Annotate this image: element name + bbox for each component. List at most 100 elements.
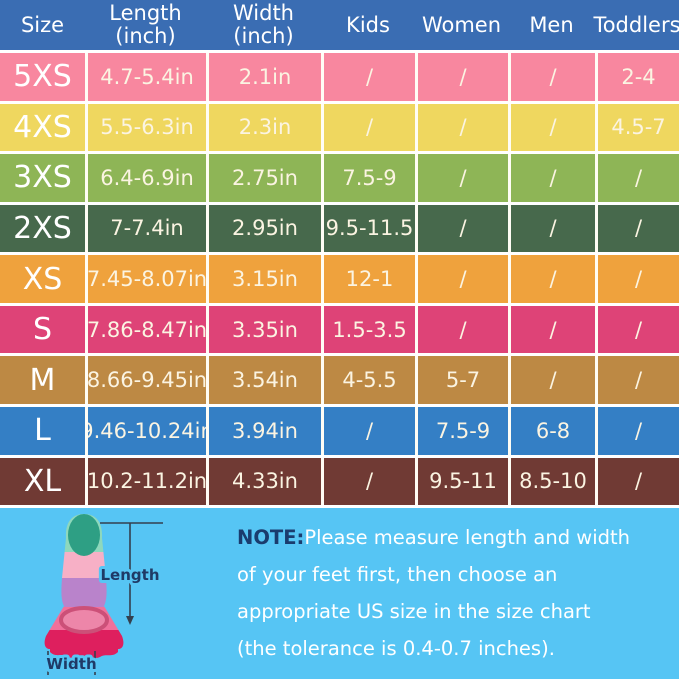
cell-3xs-women: / xyxy=(415,154,508,202)
length-arrow xyxy=(100,522,163,625)
cell-2xs-toddlers: / xyxy=(595,204,679,253)
fin-toe-pocket xyxy=(68,514,100,556)
cell-m-men: / xyxy=(508,356,595,404)
cell-xs-men: / xyxy=(508,255,595,303)
column-header-women: Women xyxy=(415,0,508,50)
cell-4xs-length: 5.5-6.3in xyxy=(85,103,206,152)
cell-xl-toddlers: / xyxy=(595,457,679,506)
length-label: Length xyxy=(101,566,160,584)
column-header-label: Men xyxy=(529,12,574,37)
cell-s-width: 3.35in xyxy=(206,305,321,354)
cell-s-length: 7.86-8.47in xyxy=(85,305,206,354)
row-size-label: 2XS xyxy=(13,210,72,246)
cell-m-kids: 4-5.5 xyxy=(321,356,415,404)
width-arrow xyxy=(47,651,96,675)
column-header-label: Women xyxy=(421,12,502,37)
table-row-s: S 7.86-8.47in 3.35in 1.5-3.5// / xyxy=(0,302,679,354)
note-line-1: NOTE:Please measure length and width xyxy=(237,526,631,549)
column-header-sublabel: (inch) xyxy=(115,24,176,48)
column-header-label: Width xyxy=(232,1,294,25)
cell-s-women: / xyxy=(415,305,508,354)
cell-s-men: / xyxy=(508,305,595,354)
cell-s-kids: 1.5-3.5 xyxy=(321,305,415,354)
fin-measurement-diagram: Length Width xyxy=(43,514,163,676)
cell-5xs-kids: / xyxy=(321,53,415,101)
cell-l-kids: / xyxy=(321,406,415,455)
cell-xs-toddlers: / xyxy=(595,255,679,303)
row-size-label: 4XS xyxy=(13,109,72,145)
fin-foot-opening xyxy=(59,606,109,634)
cell-xl-length: 10.2-11.2in xyxy=(85,457,206,506)
column-header-width: Width (inch) xyxy=(206,0,321,50)
cell-xs-women: / xyxy=(415,255,508,303)
cell-4xs-women: / xyxy=(415,103,508,152)
table-row-l: L 9.46-10.24in 3.94in/7.5-9 6-8/ xyxy=(0,403,679,455)
cell-2xs-kids: 9.5-11.5 xyxy=(321,204,415,253)
note-prefix: NOTE: xyxy=(237,526,305,549)
note-line-4: (the tolerance is 0.4-0.7 inches). xyxy=(237,637,555,660)
table-row-4xs: 4XS 5.5-6.3in 2.3in / //4.5-7 xyxy=(0,100,679,152)
bottom-section: Length Width NOTE:Please measure length … xyxy=(0,505,679,679)
column-header-size: Size xyxy=(0,0,85,50)
cell-2xs-length: 7-7.4in xyxy=(85,204,206,253)
row-size-label: 3XS xyxy=(13,160,72,196)
cell-5xs-women: / xyxy=(415,53,508,101)
cell-2xs-men: / xyxy=(508,204,595,253)
cell-xs-length: 7.45-8.07in xyxy=(85,255,206,303)
cell-3xs-kids: 7.5-9 xyxy=(321,154,415,202)
column-header-label: Toddlers xyxy=(593,12,679,37)
cell-l-women: 7.5-9 xyxy=(415,406,508,455)
cell-3xs-length: 6.4-6.9in xyxy=(85,154,206,202)
table-row-m: M 8.66-9.45in 3.54in 4-5.5 5-7// xyxy=(0,353,679,404)
column-header-toddlers: Toddlers xyxy=(593,0,679,50)
cell-l-length: 9.46-10.24in xyxy=(85,406,206,455)
cell-m-width: 3.54in xyxy=(206,356,321,404)
fin-band-crimson xyxy=(44,630,124,659)
cell-4xs-kids: / xyxy=(321,103,415,152)
row-size-label: XS xyxy=(22,261,63,297)
cell-2xs-women: / xyxy=(415,204,508,253)
table-header-row: Size Length (inch) Width (inch) Kids Women Men T… xyxy=(0,0,679,50)
cell-4xs-toddlers: 4.5-7 xyxy=(595,103,679,152)
column-header-label: Kids xyxy=(346,12,390,37)
cell-5xs-men: / xyxy=(508,53,595,101)
note-text: NOTE:Please measure length and width of … xyxy=(237,519,667,667)
column-header-men: Men xyxy=(508,0,595,50)
column-header-label: Length xyxy=(109,1,182,25)
cell-3xs-men: / xyxy=(508,154,595,202)
table-row-xl: XL 10.2-11.2in 4.33in/9.5-11 8.5-10/ xyxy=(0,454,679,506)
table-row-2xs: 2XS 7-7.4in 2.95in 9.5-11.5// / xyxy=(0,201,679,253)
column-header-kids: Kids xyxy=(321,0,415,50)
cell-m-toddlers: / xyxy=(595,356,679,404)
cell-m-women: 5-7 xyxy=(415,356,508,404)
cell-l-width: 3.94in xyxy=(206,406,321,455)
cell-m-length: 8.66-9.45in xyxy=(85,356,206,404)
cell-xl-kids: / xyxy=(321,457,415,506)
row-size-label: L xyxy=(34,413,51,449)
cell-xs-kids: 12-1 xyxy=(321,255,415,303)
cell-3xs-width: 2.75in xyxy=(206,154,321,202)
cell-xl-women: 9.5-11 xyxy=(415,457,508,506)
row-size-label: XL xyxy=(23,463,62,499)
cell-xl-width: 4.33in xyxy=(206,457,321,506)
cell-xl-men: 8.5-10 xyxy=(508,457,595,506)
row-size-label: S xyxy=(32,312,53,348)
cell-l-men: 6-8 xyxy=(508,406,595,455)
fin-size-table: Size Length (inch) Width (inch) Kids Women Men T… xyxy=(0,0,679,506)
cell-4xs-width: 2.3in xyxy=(206,103,321,152)
cell-3xs-toddlers: / xyxy=(595,154,679,202)
cell-5xs-width: 2.1in xyxy=(206,53,321,101)
column-header-sublabel: (inch) xyxy=(233,24,294,48)
cell-2xs-width: 2.95in xyxy=(206,204,321,253)
table-row-3xs: 3XS 6.4-6.9in 2.75in 7.5-9// / xyxy=(0,151,679,202)
row-size-label: 5XS xyxy=(13,59,72,95)
table-body: 5XS 4.7-5.4in 2.1in / //2-4 4XS 5.5-6.3in 2.3in… xyxy=(0,50,679,506)
cell-s-toddlers: / xyxy=(595,305,679,354)
fin-illustration xyxy=(44,514,124,659)
table-row-xs: XS 7.45-8.07in 3.15in 12-1// / xyxy=(0,252,679,303)
cell-4xs-men: / xyxy=(508,103,595,152)
cell-xs-width: 3.15in xyxy=(206,255,321,303)
column-header-length: Length (inch) xyxy=(85,0,206,50)
row-size-label: M xyxy=(29,362,56,398)
